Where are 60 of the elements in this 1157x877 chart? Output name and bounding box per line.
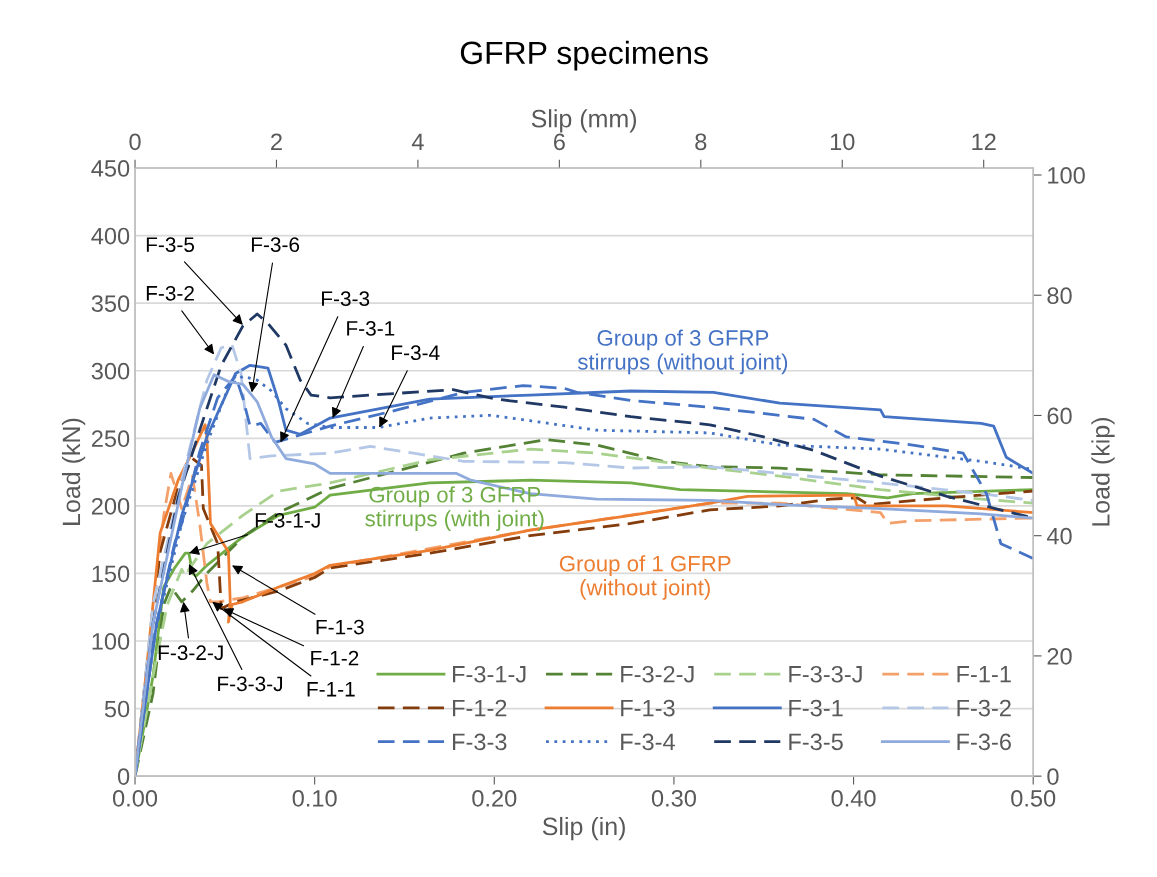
x-tick-label: 0.00 bbox=[112, 789, 158, 807]
annotation: F-1-2 bbox=[311, 650, 359, 666]
annotation: Group of 1 GFRP (without joint) bbox=[559, 555, 731, 600]
legend-label: F-3-1 bbox=[789, 699, 843, 717]
legend-label: F-3-2-J bbox=[621, 665, 694, 683]
x-tick-label: 0.50 bbox=[1011, 789, 1056, 807]
annotation: F-3-3 bbox=[322, 291, 370, 307]
y-tick-label: 100 bbox=[92, 633, 130, 650]
x-tick-label: 0.10 bbox=[292, 789, 337, 807]
y-tick-label: 50 bbox=[104, 700, 130, 718]
y2-axis-title: Load (kip) bbox=[1091, 418, 1115, 526]
y2-tick-label: 60 bbox=[1047, 407, 1072, 425]
y-tick-label: 450 bbox=[91, 160, 130, 177]
annotation: F-3-5 bbox=[146, 237, 195, 252]
annotation: F-3-2-J bbox=[158, 645, 223, 661]
y-tick-label: 200 bbox=[91, 497, 130, 515]
chart-title: GFRP specimens bbox=[460, 40, 708, 71]
annotation: F-1-3 bbox=[316, 619, 364, 635]
annotation: F-3-2 bbox=[146, 285, 194, 301]
annotation: F-1-1 bbox=[307, 682, 355, 697]
y2-tick-label: 0 bbox=[1047, 768, 1059, 785]
y-tick-label: 0 bbox=[117, 768, 130, 785]
y-tick-label: 350 bbox=[91, 295, 130, 312]
annotation: Group of 3 GFRP stirrups (without joint) bbox=[577, 329, 788, 375]
y-tick-label: 150 bbox=[92, 565, 130, 583]
x2-tick-label: 4 bbox=[411, 133, 424, 150]
legend-label: F-3-4 bbox=[621, 733, 675, 751]
x2-tick-label: 8 bbox=[695, 133, 707, 151]
x2-axis-title: Slip (mm) bbox=[531, 109, 637, 133]
legend-label: F-1-3 bbox=[621, 699, 675, 717]
y-tick-label: 250 bbox=[91, 430, 130, 448]
y-tick-label: 300 bbox=[91, 362, 130, 380]
y-tick-label: 400 bbox=[91, 227, 130, 245]
y2-tick-label: 40 bbox=[1046, 527, 1072, 545]
legend-label: F-3-3-J bbox=[789, 665, 862, 683]
annotation: Group of 3 GFRP stirrups (with joint) bbox=[365, 486, 544, 531]
x2-tick-label: 6 bbox=[553, 133, 565, 151]
x-axis-title: Slip (in) bbox=[542, 816, 625, 841]
annotation: F-3-3-J bbox=[218, 676, 283, 692]
legend-label: F-3-6 bbox=[957, 733, 1011, 751]
legend-label: F-3-3 bbox=[453, 733, 507, 751]
x-tick-label: 0.30 bbox=[651, 789, 696, 807]
y2-tick-label: 20 bbox=[1047, 647, 1072, 665]
annotation: F-3-4 bbox=[392, 345, 440, 361]
y-axis-title: Load (kN) bbox=[61, 418, 86, 525]
y2-tick-label: 80 bbox=[1047, 287, 1072, 305]
legend-label: F-1-1 bbox=[957, 666, 1011, 683]
legend-label: F-3-5 bbox=[789, 733, 843, 751]
x2-tick-label: 10 bbox=[830, 133, 855, 151]
legend-label: F-3-2 bbox=[957, 699, 1011, 717]
y2-tick-label: 100 bbox=[1048, 167, 1085, 184]
annotation: F-3-1 bbox=[347, 321, 395, 336]
x2-tick-label: 0 bbox=[129, 133, 141, 151]
x2-tick-label: 2 bbox=[271, 133, 282, 150]
annotation: F-3-6 bbox=[251, 237, 300, 252]
x-tick-label: 0.20 bbox=[472, 789, 517, 807]
x2-tick-label: 12 bbox=[972, 133, 996, 150]
legend-label: F-3-1-J bbox=[453, 665, 526, 683]
legend-label: F-1-2 bbox=[453, 699, 507, 717]
x-tick-label: 0.40 bbox=[831, 789, 876, 807]
